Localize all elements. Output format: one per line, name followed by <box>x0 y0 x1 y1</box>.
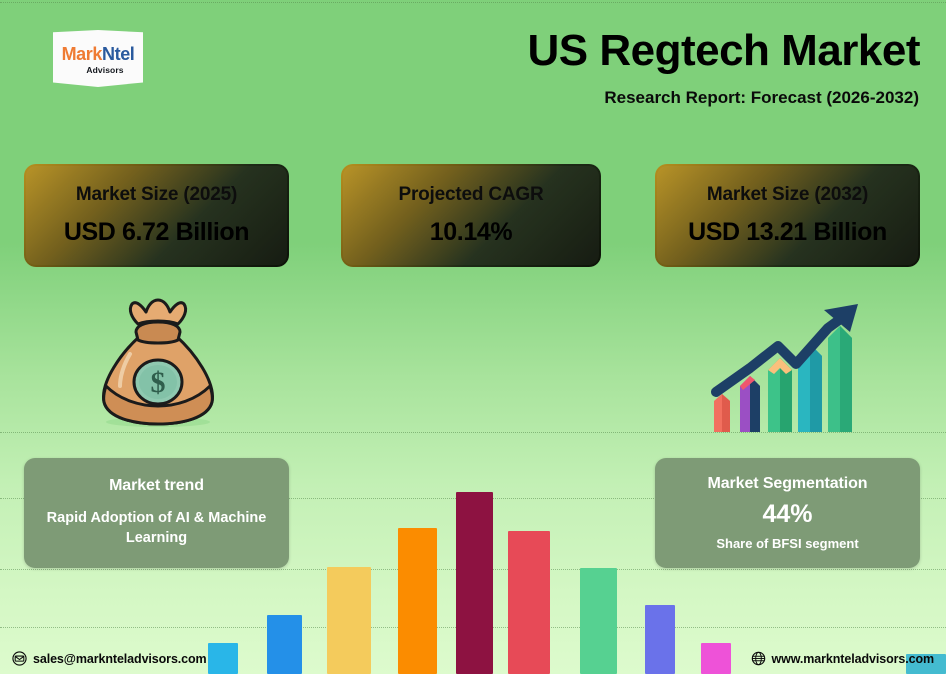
footer-website-text: www.marknteladvisors.com <box>771 651 935 666</box>
chart-bar <box>327 567 371 674</box>
chart-bar <box>267 615 302 674</box>
brand-logo[interactable]: MarkNtel Advisors <box>53 30 143 87</box>
logo-subtitle: Advisors <box>86 65 124 75</box>
gridline <box>0 432 946 433</box>
stat-value: 10.14% <box>429 218 513 246</box>
stat-label: Projected CAGR <box>398 184 544 205</box>
gridline <box>0 2 946 3</box>
stat-value: USD 13.21 Billion <box>688 218 887 246</box>
growth-chart-icon <box>711 304 858 432</box>
footer-email-text: sales@marknteladvisors.com <box>33 651 207 666</box>
chart-bar <box>456 492 493 674</box>
globe-icon <box>751 651 766 666</box>
stat-value: USD 6.72 Billion <box>63 218 250 246</box>
logo-word-mark: Mark <box>61 44 103 64</box>
bar-chart <box>0 430 946 674</box>
page-subtitle: Research Report: Forecast (2026-2032) <box>604 88 919 107</box>
stat-card-market-size-2032: Market Size (2032) USD 13.21 Billion <box>655 164 920 267</box>
stat-label: Market Size (2032) <box>706 184 869 205</box>
card-title: Market trend <box>109 477 204 495</box>
stat-card-projected-cagr: Projected CAGR 10.14% <box>341 164 601 267</box>
logo-wordmark: MarkNtel <box>62 45 135 63</box>
card-caption: Share of BFSI segment <box>716 536 859 551</box>
card-body: Rapid Adoption of AI & Machine Learning <box>46 510 267 546</box>
page-title: US Regtech Market <box>527 26 920 75</box>
stat-card-market-size-2025: Market Size (2025) USD 6.72 Billion <box>24 164 289 267</box>
chart-bar <box>208 643 238 674</box>
footer-website[interactable]: www.marknteladvisors.com <box>751 651 934 666</box>
footer-email[interactable]: sales@marknteladvisors.com <box>12 651 207 666</box>
chart-bar <box>701 643 731 674</box>
chart-bar <box>645 605 675 674</box>
chart-bar <box>580 568 617 674</box>
card-value: 44% <box>762 500 813 528</box>
stat-label: Market Size (2025) <box>75 184 238 205</box>
email-icon <box>12 651 27 666</box>
logo-word-ntel: Ntel <box>102 44 135 64</box>
card-title: Market Segmentation <box>707 475 868 492</box>
svg-text:$: $ <box>151 366 166 399</box>
chart-bar <box>398 528 437 674</box>
chart-bar <box>508 531 550 674</box>
money-bag-icon: $ <box>102 298 214 427</box>
market-trend-card: Market trend Rapid Adoption of AI & Mach… <box>24 458 289 568</box>
chart-bar <box>906 654 946 674</box>
market-segmentation-card: Market Segmentation 44% Share of BFSI se… <box>655 458 920 568</box>
